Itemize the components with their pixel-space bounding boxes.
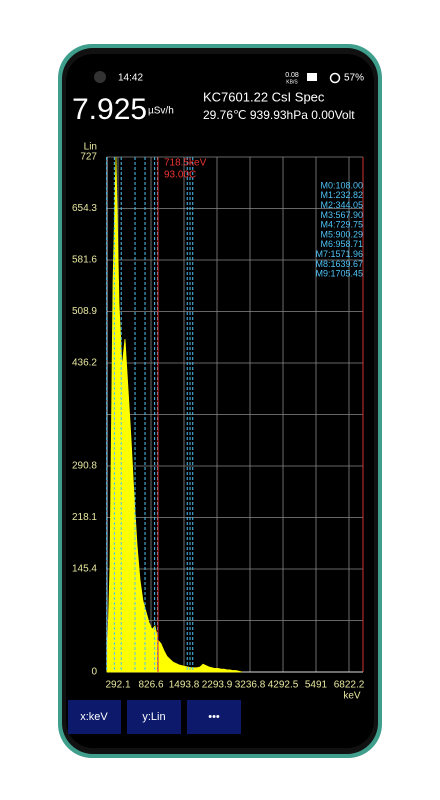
y-axis-title: Lin bbox=[84, 142, 97, 153]
dose-rate: 7.925 bbox=[72, 93, 147, 126]
status-time: 14:42 bbox=[118, 73, 143, 84]
marker-label: M4:729.75 bbox=[320, 220, 363, 230]
marker-label: M1:232.82 bbox=[320, 190, 363, 200]
marker-label: M5:900.29 bbox=[320, 229, 363, 239]
y-tick-label: 0 bbox=[91, 667, 97, 678]
x-tick-label: 5491 bbox=[305, 680, 328, 691]
toolbar: x:keV y:Lin ••• bbox=[68, 700, 241, 734]
camera bbox=[94, 71, 106, 83]
screen bbox=[66, 54, 374, 748]
button-label[interactable]: ••• bbox=[208, 711, 220, 723]
x-tick-label: 4292.5 bbox=[268, 680, 299, 691]
y-tick-label: 727 bbox=[80, 152, 97, 163]
cursor-counts: 93.00C bbox=[164, 170, 196, 181]
spectrum-area bbox=[106, 156, 243, 673]
y-tick-label: 508.9 bbox=[72, 306, 97, 317]
y-tick-label: 581.6 bbox=[72, 255, 97, 266]
marker-label: M0:108.00 bbox=[320, 180, 363, 190]
y-tick-label: 654.3 bbox=[72, 203, 97, 214]
spectrum-chart: 0 145.4 218.1 290.8 436.2 508.9 581.6 654.3 727 2… bbox=[72, 142, 365, 702]
button-label[interactable]: y:Lin bbox=[142, 711, 165, 723]
conditions: 29.76℃ 939.93hPa 0.00Volt bbox=[203, 108, 355, 122]
signal-icon bbox=[307, 73, 317, 81]
y-tick-label: 218.1 bbox=[72, 512, 97, 523]
battery-icon bbox=[329, 72, 341, 84]
x-tick-label: 3236.8 bbox=[235, 680, 266, 691]
net-unit: KB/S bbox=[286, 79, 298, 85]
dose-unit: µSv/h bbox=[148, 106, 174, 117]
x-axis-title: keV bbox=[343, 691, 361, 702]
y-tick-label: 290.8 bbox=[72, 461, 97, 472]
y-tick-label: 436.2 bbox=[72, 358, 97, 369]
y-tick-label: 145.4 bbox=[72, 564, 97, 575]
x-tick-label: 2293.9 bbox=[202, 680, 233, 691]
cursor-energy: 718.5keV bbox=[164, 158, 207, 169]
marker-label: M2:344.05 bbox=[320, 200, 363, 210]
button-label[interactable]: x:keV bbox=[80, 711, 108, 723]
marker-label: M6:958.71 bbox=[320, 239, 363, 249]
marker-label: M9:1705.45 bbox=[315, 269, 363, 279]
net-speed: 0.08 bbox=[285, 72, 299, 79]
x-tick-label: 826.6 bbox=[138, 680, 163, 691]
button[interactable] bbox=[68, 700, 121, 734]
marker-label: M8:1639.67 bbox=[315, 259, 363, 269]
device-name: KC7601.22 CsI Spec bbox=[203, 89, 325, 104]
x-tick-label: 292.1 bbox=[105, 680, 130, 691]
button[interactable] bbox=[187, 700, 241, 734]
x-tick-label: 6822.2 bbox=[334, 680, 365, 691]
battery: 57% bbox=[344, 73, 364, 84]
x-tick-label: 1493.8 bbox=[169, 680, 200, 691]
marker-label: M3:567.90 bbox=[320, 210, 363, 220]
button[interactable] bbox=[127, 700, 181, 734]
marker-label: M7:1571.96 bbox=[315, 249, 363, 259]
